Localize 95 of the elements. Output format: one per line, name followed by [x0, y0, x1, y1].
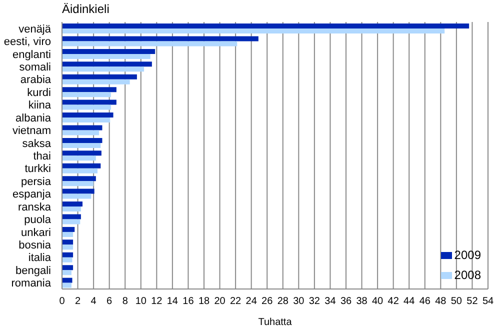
bar	[62, 24, 470, 29]
bar	[62, 150, 102, 156]
x-tick-label: 34	[324, 296, 336, 308]
x-tick-label: 2	[74, 296, 81, 308]
bar	[62, 214, 81, 220]
x-tick-label: 30	[293, 296, 305, 308]
bar	[62, 54, 150, 59]
y-tick-label: albania	[16, 112, 52, 124]
y-tick-label: venäjä	[18, 23, 52, 36]
bar	[62, 130, 100, 136]
y-tick-label: espanja	[12, 188, 52, 201]
x-tick-label: 10	[135, 296, 147, 308]
x-tick-label: 18	[198, 296, 210, 308]
x-tick-label: 36	[340, 296, 352, 308]
bar	[62, 257, 72, 262]
y-tick-label: vietnam	[12, 125, 51, 138]
x-tick-label: 48	[435, 296, 447, 308]
x-tick-label: 6	[106, 296, 113, 308]
x-tick-label: 26	[262, 296, 274, 308]
x-tick-label: 38	[356, 296, 368, 308]
bar	[62, 282, 72, 288]
x-tick-label: 42	[388, 296, 400, 308]
bar	[62, 188, 94, 194]
bar	[62, 66, 144, 72]
bar	[62, 100, 116, 105]
y-tick-label: ranska	[18, 201, 52, 214]
x-tick-label: 8	[122, 296, 128, 308]
y-tick-label: unkari	[21, 226, 51, 239]
y-tick-label: saksa	[22, 138, 52, 150]
x-tick-label: 54	[482, 296, 494, 308]
bar	[62, 36, 258, 42]
bar	[62, 219, 80, 224]
y-tick-label: bosnia	[18, 240, 52, 252]
bar	[62, 79, 130, 84]
bar	[62, 142, 101, 148]
y-tick-label: somali	[19, 62, 51, 74]
bar	[62, 252, 74, 258]
y-tick-label: turkki	[24, 163, 51, 176]
y-tick-label: romania	[11, 278, 52, 290]
bar	[62, 156, 96, 161]
x-axis-title: Tuhatta	[258, 317, 292, 328]
y-tick-label: englanti	[12, 48, 51, 61]
bar	[62, 125, 102, 130]
bar	[62, 112, 114, 118]
bar	[62, 74, 137, 80]
x-tick-label: 4	[90, 296, 97, 308]
x-tick-label: 52	[466, 296, 478, 308]
x-tick-label: 24	[246, 296, 258, 308]
bar	[62, 181, 94, 186]
bar	[62, 244, 74, 250]
bar	[62, 240, 74, 245]
x-tick-label: 16	[182, 296, 194, 308]
bar	[62, 265, 74, 270]
bar	[62, 62, 152, 67]
chart-title: Äidinkieli	[62, 2, 110, 16]
bar	[62, 104, 111, 110]
x-tick-label: 44	[404, 296, 416, 308]
bar	[62, 206, 81, 212]
x-tick-label: 0	[59, 296, 66, 308]
bar	[62, 92, 111, 98]
bar	[62, 168, 98, 174]
y-tick-label: eesti, viro	[4, 36, 51, 48]
x-tick-label: 28	[277, 296, 289, 308]
y-tick-label: persia	[21, 176, 52, 188]
y-tick-label: puola	[24, 214, 52, 226]
bar	[62, 87, 116, 92]
bar	[62, 278, 72, 283]
x-tick-label: 20	[214, 296, 226, 308]
bar	[62, 194, 92, 199]
bar	[62, 232, 74, 237]
bar	[62, 48, 156, 54]
bar	[62, 41, 238, 46]
bar	[62, 28, 445, 34]
x-tick-label: 50	[450, 296, 462, 308]
legend-label: 2009	[454, 248, 481, 262]
y-tick-label: kurdi	[27, 86, 51, 99]
legend-label: 2008	[454, 268, 481, 282]
bar	[62, 226, 75, 232]
y-tick-label: kiina	[28, 100, 52, 112]
x-tick-label: 40	[372, 296, 384, 308]
bar	[62, 270, 72, 276]
x-tick-label: 14	[166, 296, 178, 308]
x-tick-label: 22	[230, 296, 242, 308]
x-tick-label: 12	[151, 296, 163, 308]
y-tick-label: bengali	[16, 264, 51, 277]
y-tick-label: thai	[33, 150, 51, 162]
bar	[62, 202, 83, 207]
y-tick-label: italia	[28, 252, 52, 264]
bar	[62, 138, 102, 143]
x-tick-label: 46	[419, 296, 431, 308]
y-tick-label: arabia	[20, 74, 52, 86]
bar	[62, 118, 110, 123]
bar	[62, 163, 101, 168]
bar	[62, 176, 96, 182]
x-tick-label: 32	[308, 296, 320, 308]
